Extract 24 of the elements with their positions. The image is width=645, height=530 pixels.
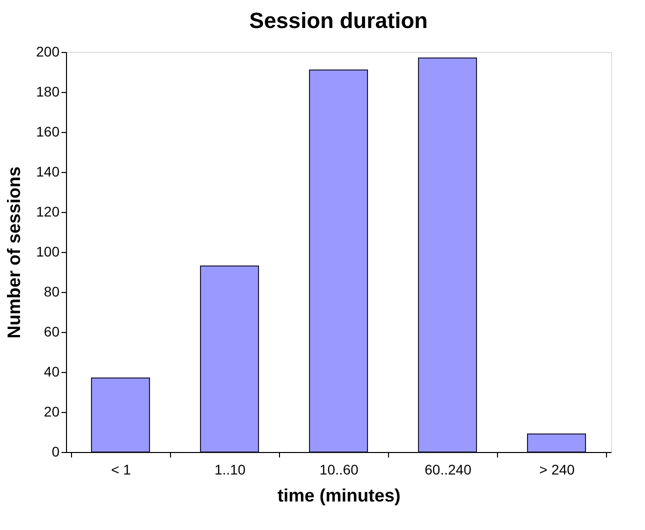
bar bbox=[91, 378, 150, 452]
chart-title: Session duration bbox=[249, 8, 428, 33]
y-tick-label: 200 bbox=[36, 44, 60, 60]
y-tick-label: 40 bbox=[44, 364, 60, 380]
bar bbox=[309, 70, 368, 452]
x-tick-label: 1..10 bbox=[214, 462, 246, 478]
x-tick-label: > 240 bbox=[539, 462, 575, 478]
y-tick-label: 20 bbox=[44, 404, 60, 420]
y-tick-label: 160 bbox=[36, 124, 60, 140]
x-tick-label: 10..60 bbox=[320, 462, 359, 478]
y-tick-label: 100 bbox=[36, 244, 60, 260]
y-tick-label: 0 bbox=[52, 444, 60, 460]
bar bbox=[200, 266, 259, 452]
y-tick-label: 60 bbox=[44, 324, 60, 340]
y-tick-label: 140 bbox=[36, 164, 60, 180]
y-axis-title: Number of sessions bbox=[4, 166, 24, 339]
x-tick-label: < 1 bbox=[111, 462, 132, 478]
bar bbox=[418, 58, 477, 452]
bar bbox=[527, 434, 586, 452]
y-tick-label: 120 bbox=[36, 204, 60, 220]
y-tick-label: 80 bbox=[44, 284, 60, 300]
x-tick-label: 60..240 bbox=[424, 462, 472, 478]
x-axis-title: time (minutes) bbox=[277, 486, 401, 506]
y-tick-label: 180 bbox=[36, 84, 60, 100]
